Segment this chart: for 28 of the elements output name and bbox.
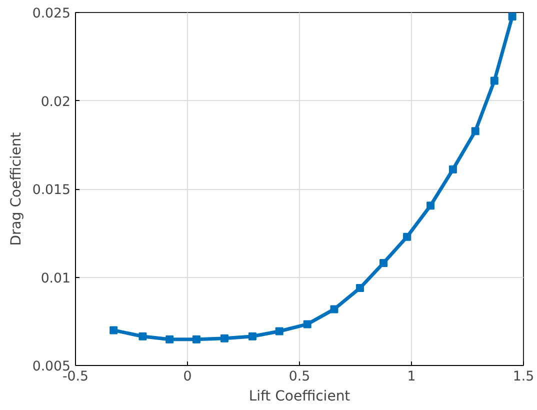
point xyxy=(248,332,256,340)
point xyxy=(403,232,412,241)
point xyxy=(166,335,174,344)
point xyxy=(330,305,338,314)
point xyxy=(220,334,228,342)
y-tick-label: 0.025 xyxy=(32,6,70,22)
point xyxy=(192,335,200,344)
x-tick-label: 0 xyxy=(183,370,192,384)
point xyxy=(508,12,516,21)
y-tick-label: 0.01 xyxy=(40,271,71,286)
x-tick-label: 1 xyxy=(407,370,416,384)
point xyxy=(426,202,435,210)
point xyxy=(380,258,388,267)
point xyxy=(138,332,147,340)
point xyxy=(490,76,498,85)
y-axis-title: Drag Coefficient xyxy=(8,132,24,246)
x-tick-label: 1.5 xyxy=(512,370,534,384)
x-axis-title: Lift Coefficient xyxy=(248,388,351,404)
point xyxy=(356,284,364,292)
y-tick-label: 0.015 xyxy=(32,183,70,198)
point xyxy=(303,320,312,328)
point xyxy=(448,165,457,174)
point xyxy=(110,326,118,334)
x-tick-label: -0.5 xyxy=(62,370,89,384)
y-tick-label: 0.02 xyxy=(40,94,71,110)
x-tick-label: 0.5 xyxy=(288,370,310,384)
point xyxy=(275,327,284,336)
point xyxy=(471,127,480,136)
